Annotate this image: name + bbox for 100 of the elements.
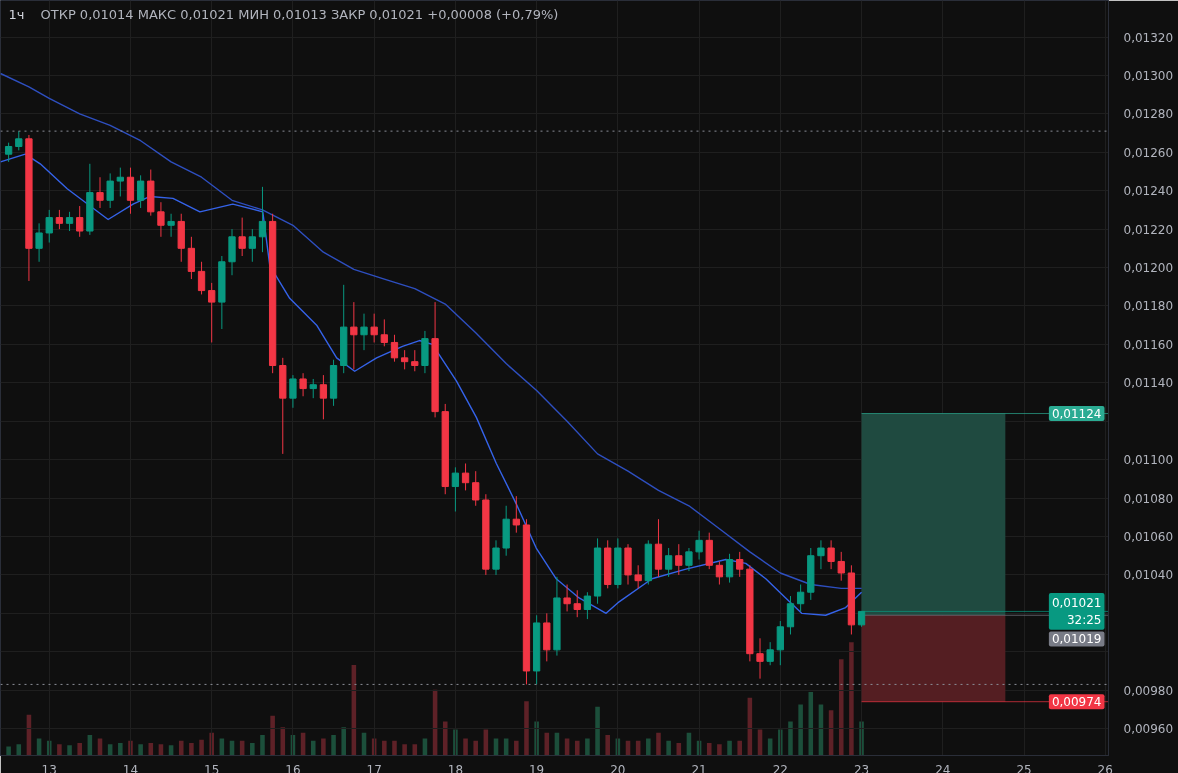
bar [646,738,651,756]
text: 1ч [8,7,25,22]
x-tick-label: 17 [366,762,382,773]
bar [392,740,397,756]
candlestick [796,584,805,612]
bar [574,740,580,756]
candlestick [776,620,784,666]
candlestick [157,201,165,238]
candlestick [96,176,104,209]
bar [798,704,803,756]
y-tick-label: 0,01060 [1123,529,1174,544]
y-tick-label: 0,00960 [1123,722,1174,737]
candlestick [208,282,216,343]
bar [57,744,62,756]
y-tick-label: 0,01220 [1123,222,1174,237]
candlestick [766,641,774,666]
bar [666,740,671,756]
candlestick [400,349,409,370]
candlestick [461,462,470,491]
bar [331,735,336,756]
candlestick [411,349,419,372]
bar [138,744,143,756]
bar [77,743,82,756]
bar [402,744,407,756]
bar [67,745,72,756]
bar [524,701,529,756]
candlestick [106,172,114,209]
bar [341,727,346,756]
bar [250,743,255,756]
line-series [0,153,863,616]
y-tick-label: 0,01180 [1123,299,1174,314]
bar [727,740,732,756]
x-tick-label: 24 [935,762,951,773]
bar [178,740,184,756]
candlestick [187,236,196,280]
bar [595,706,600,756]
candlestick [65,211,74,232]
y-tick-label: 0,01300 [1123,68,1174,83]
bar [442,721,448,756]
y-tick-label: 0,01320 [1123,30,1174,45]
y-tick-label: 0,01040 [1123,568,1174,583]
bar [382,740,387,756]
candlestick [116,167,124,197]
candlestick [45,209,53,244]
candlestick [238,217,246,257]
candlestick [583,591,592,620]
x-tick-label: 25 [1016,762,1032,773]
candlestick [837,551,845,582]
candlestick [664,547,673,578]
bar [463,738,468,756]
x-tick-label: 18 [447,762,464,773]
candlestick [736,551,744,578]
x-tick-label: 22 [772,762,788,773]
candlestick [370,313,378,343]
candlestick [350,301,358,370]
y-tick-label: 0,01080 [1123,491,1174,506]
candlestick [563,584,571,612]
candlestick [634,564,642,589]
bar [706,743,712,756]
x-tick-label: 19 [528,762,545,773]
bar [788,721,793,756]
y-tick-label: 0,01100 [1123,453,1174,468]
candlestick [15,130,23,151]
y-tick-label: 0,01280 [1123,107,1174,122]
bar [270,715,275,756]
bar [473,740,478,756]
candlestick [360,313,368,351]
line-series [0,72,863,590]
bar [676,743,682,756]
candlestick [685,547,693,572]
candlestick [715,560,724,586]
bar [321,738,326,756]
bar [260,735,265,756]
candlestick [695,530,703,561]
bar [118,743,123,756]
candlestick [4,142,13,163]
bar [280,727,286,756]
candlestick [197,261,206,295]
x-tick-label: 20 [610,762,626,773]
candlestick [675,543,683,576]
ref-line-label: 0,01021 32:25 [1051,596,1102,627]
x-tick-label: 14 [122,762,139,773]
y-tick-label: 0,01140 [1123,376,1174,391]
bar [6,746,11,756]
ref-line-label: 0,00974 [1051,695,1102,710]
candlestick [289,374,297,409]
bar [16,744,22,756]
bar [310,740,316,756]
candlestick [390,334,399,363]
bar [514,740,519,756]
y-tick-label: 0,01160 [1123,337,1174,352]
x-tick-label: 16 [285,762,301,773]
candlestick [258,186,267,253]
ref-line-label: 0,01019 [1051,632,1102,647]
candlestick [309,378,317,399]
bar [412,744,418,756]
candlestick [451,466,460,513]
bar [544,732,550,756]
candlestick [725,553,734,584]
bar [656,732,661,756]
